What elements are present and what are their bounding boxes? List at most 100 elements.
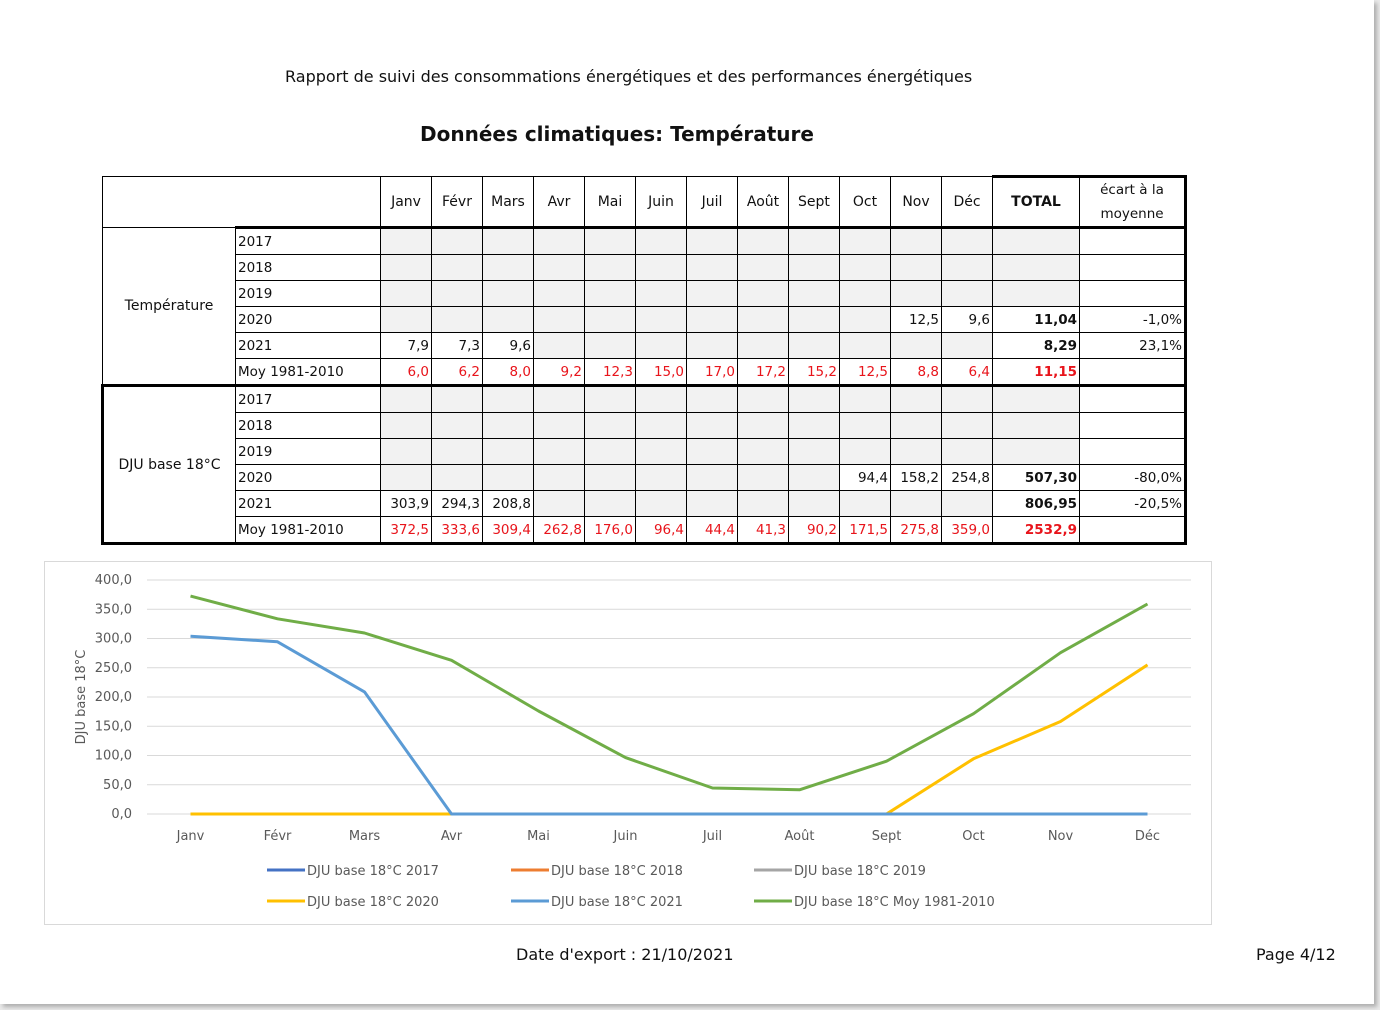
value-cell: [533, 254, 585, 281]
value-cell: [686, 438, 738, 465]
row-year-label: 2020: [235, 464, 381, 491]
value-cell: [431, 226, 483, 255]
value-cell: [482, 306, 534, 333]
value-cell: [839, 438, 891, 465]
value-cell: [941, 332, 993, 359]
value-cell: 96,4: [635, 516, 687, 545]
value-cell: [584, 332, 636, 359]
row-year-label: 2018: [235, 412, 381, 439]
value-cell: [941, 254, 993, 281]
value-cell: [584, 226, 636, 255]
y-tick-label: 300,0: [95, 632, 132, 647]
value-cell: 294,3: [431, 490, 483, 517]
value-cell: [890, 490, 942, 517]
value-cell: [941, 490, 993, 517]
value-cell: [890, 280, 942, 307]
value-cell: [839, 490, 891, 517]
x-tick-label: Nov: [1048, 829, 1074, 844]
value-cell: [737, 438, 789, 465]
value-cell: [686, 384, 738, 413]
value-cell: 41,3: [737, 516, 789, 545]
value-cell: 6,2: [431, 358, 483, 386]
row-year-label: 2018: [235, 254, 381, 281]
export-date: Date d'export : 21/10/2021: [516, 945, 734, 964]
value-cell: [890, 384, 942, 413]
value-cell: [380, 438, 432, 465]
value-cell: 17,0: [686, 358, 738, 386]
value-cell: 6,0: [380, 358, 432, 386]
ecart-cell: [1079, 226, 1187, 255]
legend-label: DJU base 18°C 2018: [551, 864, 683, 879]
x-tick-label: Mars: [349, 829, 381, 844]
value-cell: 9,2: [533, 358, 585, 386]
x-tick-label: Déc: [1135, 829, 1160, 844]
y-tick-label: 250,0: [95, 661, 132, 676]
table-row: 2018: [103, 412, 1187, 439]
value-cell: [635, 412, 687, 439]
table-row: Moy 1981-2010 6,0 6,2 8,0 9,2 12,3 15,0 17,0 17,…: [103, 358, 1187, 386]
total-cell: [992, 280, 1080, 307]
value-cell: [788, 280, 840, 307]
series-line: [190, 663, 1149, 816]
value-cell: [686, 254, 738, 281]
value-cell: 12,3: [584, 358, 636, 386]
value-cell: [890, 226, 942, 255]
value-cell: [584, 280, 636, 307]
row-year-label: 2019: [235, 438, 381, 465]
value-cell: [380, 464, 432, 491]
group-label: Température: [102, 227, 236, 387]
report-header: Rapport de suivi des consommations énerg…: [285, 67, 973, 86]
x-tick-label: Avr: [441, 829, 463, 844]
value-cell: [635, 464, 687, 491]
value-cell: [584, 384, 636, 413]
table-row: 2018: [103, 254, 1187, 281]
value-cell: 9,6: [941, 306, 993, 333]
value-cell: [941, 384, 993, 413]
value-cell: [482, 254, 534, 281]
value-cell: [635, 332, 687, 359]
value-cell: [737, 464, 789, 491]
value-cell: [482, 384, 534, 413]
row-year-label: 2021: [235, 332, 381, 359]
value-cell: [890, 254, 942, 281]
value-cell: [635, 306, 687, 333]
value-cell: 6,4: [941, 358, 993, 386]
month-header: Août: [737, 176, 789, 228]
total-cell: 11,04: [992, 306, 1080, 333]
legend-label: DJU base 18°C 2020: [307, 895, 439, 910]
value-cell: 15,2: [788, 358, 840, 386]
value-cell: [533, 412, 585, 439]
value-cell: [431, 254, 483, 281]
value-cell: [686, 464, 738, 491]
x-tick-label: Sept: [872, 829, 902, 844]
value-cell: 171,5: [839, 516, 891, 545]
value-cell: 8,0: [482, 358, 534, 386]
value-cell: [686, 306, 738, 333]
ecart-cell: [1079, 438, 1187, 465]
value-cell: [737, 280, 789, 307]
section-title: Données climatiques: Température: [420, 122, 814, 146]
value-cell: [482, 280, 534, 307]
ecart-cell: -1,0%: [1079, 306, 1187, 333]
x-tick-label: Août: [785, 829, 815, 844]
series-line: [190, 594, 1149, 792]
page-number: Page 4/12: [1256, 945, 1336, 964]
value-cell: 262,8: [533, 516, 585, 545]
value-cell: [380, 306, 432, 333]
value-cell: 44,4: [686, 516, 738, 545]
value-cell: [482, 226, 534, 255]
total-cell: [992, 226, 1080, 255]
y-tick-label: 100,0: [95, 749, 132, 764]
total-cell: 8,29: [992, 332, 1080, 359]
total-cell: 507,30: [992, 464, 1080, 491]
value-cell: [686, 412, 738, 439]
row-year-label: 2019: [235, 280, 381, 307]
value-cell: 7,3: [431, 332, 483, 359]
value-cell: 309,4: [482, 516, 534, 545]
dju-chart: 0,0 50,0 100,0 150,0 200,0 250,0 300,0 350,0 400…: [44, 561, 1212, 925]
value-cell: [482, 438, 534, 465]
ecart-cell: [1079, 516, 1187, 545]
table-corner-cell: [102, 176, 381, 228]
value-cell: [431, 438, 483, 465]
value-cell: [839, 306, 891, 333]
